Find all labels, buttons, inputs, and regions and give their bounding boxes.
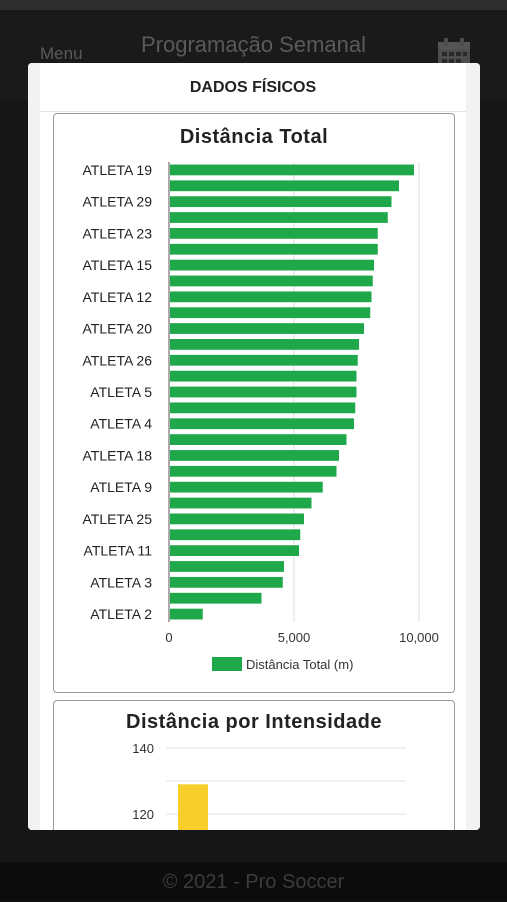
bar[interactable] bbox=[170, 243, 378, 255]
chart-title: Distância por Intensidade bbox=[126, 711, 382, 733]
distance-by-intensity-chart-card: Distância por Intensidade 140 120 bbox=[53, 700, 455, 830]
category-label: ATLETA 5 bbox=[90, 384, 152, 400]
menu-button[interactable]: Menu bbox=[40, 44, 83, 63]
bar[interactable] bbox=[170, 227, 378, 239]
distance-by-intensity-chart: 140 120 bbox=[132, 741, 406, 830]
category-label: ATLETA 11 bbox=[84, 543, 153, 559]
status-strip bbox=[0, 0, 507, 10]
x-tick-label: 10,000 bbox=[399, 630, 439, 645]
calendar-icon[interactable] bbox=[437, 38, 471, 68]
bar[interactable] bbox=[170, 164, 414, 176]
category-label: ATLETA 19 bbox=[82, 162, 152, 178]
bar[interactable] bbox=[170, 212, 388, 223]
bar[interactable] bbox=[170, 608, 203, 620]
bar[interactable] bbox=[170, 386, 357, 398]
bar[interactable] bbox=[170, 180, 399, 192]
category-label: ATLETA 3 bbox=[90, 574, 152, 590]
bar[interactable] bbox=[170, 434, 347, 445]
y-tick-label: 120 bbox=[132, 807, 154, 822]
category-label: ATLETA 23 bbox=[82, 225, 152, 241]
category-label: ATLETA 18 bbox=[82, 447, 152, 463]
bar[interactable] bbox=[170, 307, 371, 319]
bar[interactable] bbox=[170, 481, 323, 493]
category-label: ATLETA 9 bbox=[90, 479, 152, 495]
modal-gutter-left bbox=[28, 63, 40, 830]
bar[interactable] bbox=[170, 465, 337, 477]
legend-swatch bbox=[212, 657, 242, 671]
bar[interactable] bbox=[170, 545, 299, 557]
category-label: ATLETA 20 bbox=[82, 321, 152, 337]
category-label: ATLETA 29 bbox=[82, 194, 152, 210]
bar[interactable] bbox=[170, 418, 354, 430]
bar[interactable] bbox=[170, 370, 357, 382]
y-tick-label: 140 bbox=[132, 741, 154, 756]
x-tick-label: 0 bbox=[165, 630, 172, 645]
bar[interactable] bbox=[170, 576, 283, 588]
bar[interactable] bbox=[170, 497, 312, 509]
chart-title: Distância Total bbox=[179, 126, 329, 148]
bar[interactable] bbox=[170, 196, 392, 208]
legend-label[interactable]: Distância Total (m) bbox=[246, 657, 353, 672]
x-tick-label: 5,000 bbox=[278, 630, 311, 645]
bar[interactable] bbox=[170, 323, 364, 334]
category-label: ATLETA 26 bbox=[82, 352, 152, 368]
category-label: ATLETA 15 bbox=[82, 257, 152, 273]
category-label: ATLETA 2 bbox=[90, 606, 152, 622]
bar-segment[interactable] bbox=[178, 784, 208, 830]
modal-scrollbar[interactable] bbox=[466, 63, 480, 830]
total-distance-chart: ATLETA 19 ATLETA 29 ATLETA 23 ATLETA 15 ATLE… bbox=[82, 162, 439, 672]
bar[interactable] bbox=[170, 561, 284, 572]
bar[interactable] bbox=[170, 450, 339, 461]
bar[interactable] bbox=[170, 339, 359, 350]
physical-data-modal: DADOS FÍSICOS Distância Total ATLETA 19 A… bbox=[28, 63, 480, 830]
modal-title: DADOS FÍSICOS bbox=[40, 71, 466, 112]
bar[interactable] bbox=[170, 592, 262, 604]
category-label: ATLETA 4 bbox=[90, 416, 152, 432]
bar[interactable] bbox=[170, 529, 301, 541]
bar[interactable] bbox=[170, 291, 372, 303]
bar[interactable] bbox=[170, 402, 356, 414]
category-label: ATLETA 25 bbox=[82, 511, 152, 527]
page-title: Programação Semanal bbox=[140, 32, 366, 57]
total-distance-chart-card: Distância Total ATLETA 19 ATLETA 29 ATLETA… bbox=[53, 113, 455, 693]
bar[interactable] bbox=[170, 513, 304, 525]
bar[interactable] bbox=[170, 275, 373, 287]
bar[interactable] bbox=[170, 354, 358, 366]
app-footer: © 2021 - Pro Soccer bbox=[0, 862, 507, 900]
category-label: ATLETA 12 bbox=[82, 289, 152, 305]
bar[interactable] bbox=[170, 259, 374, 271]
